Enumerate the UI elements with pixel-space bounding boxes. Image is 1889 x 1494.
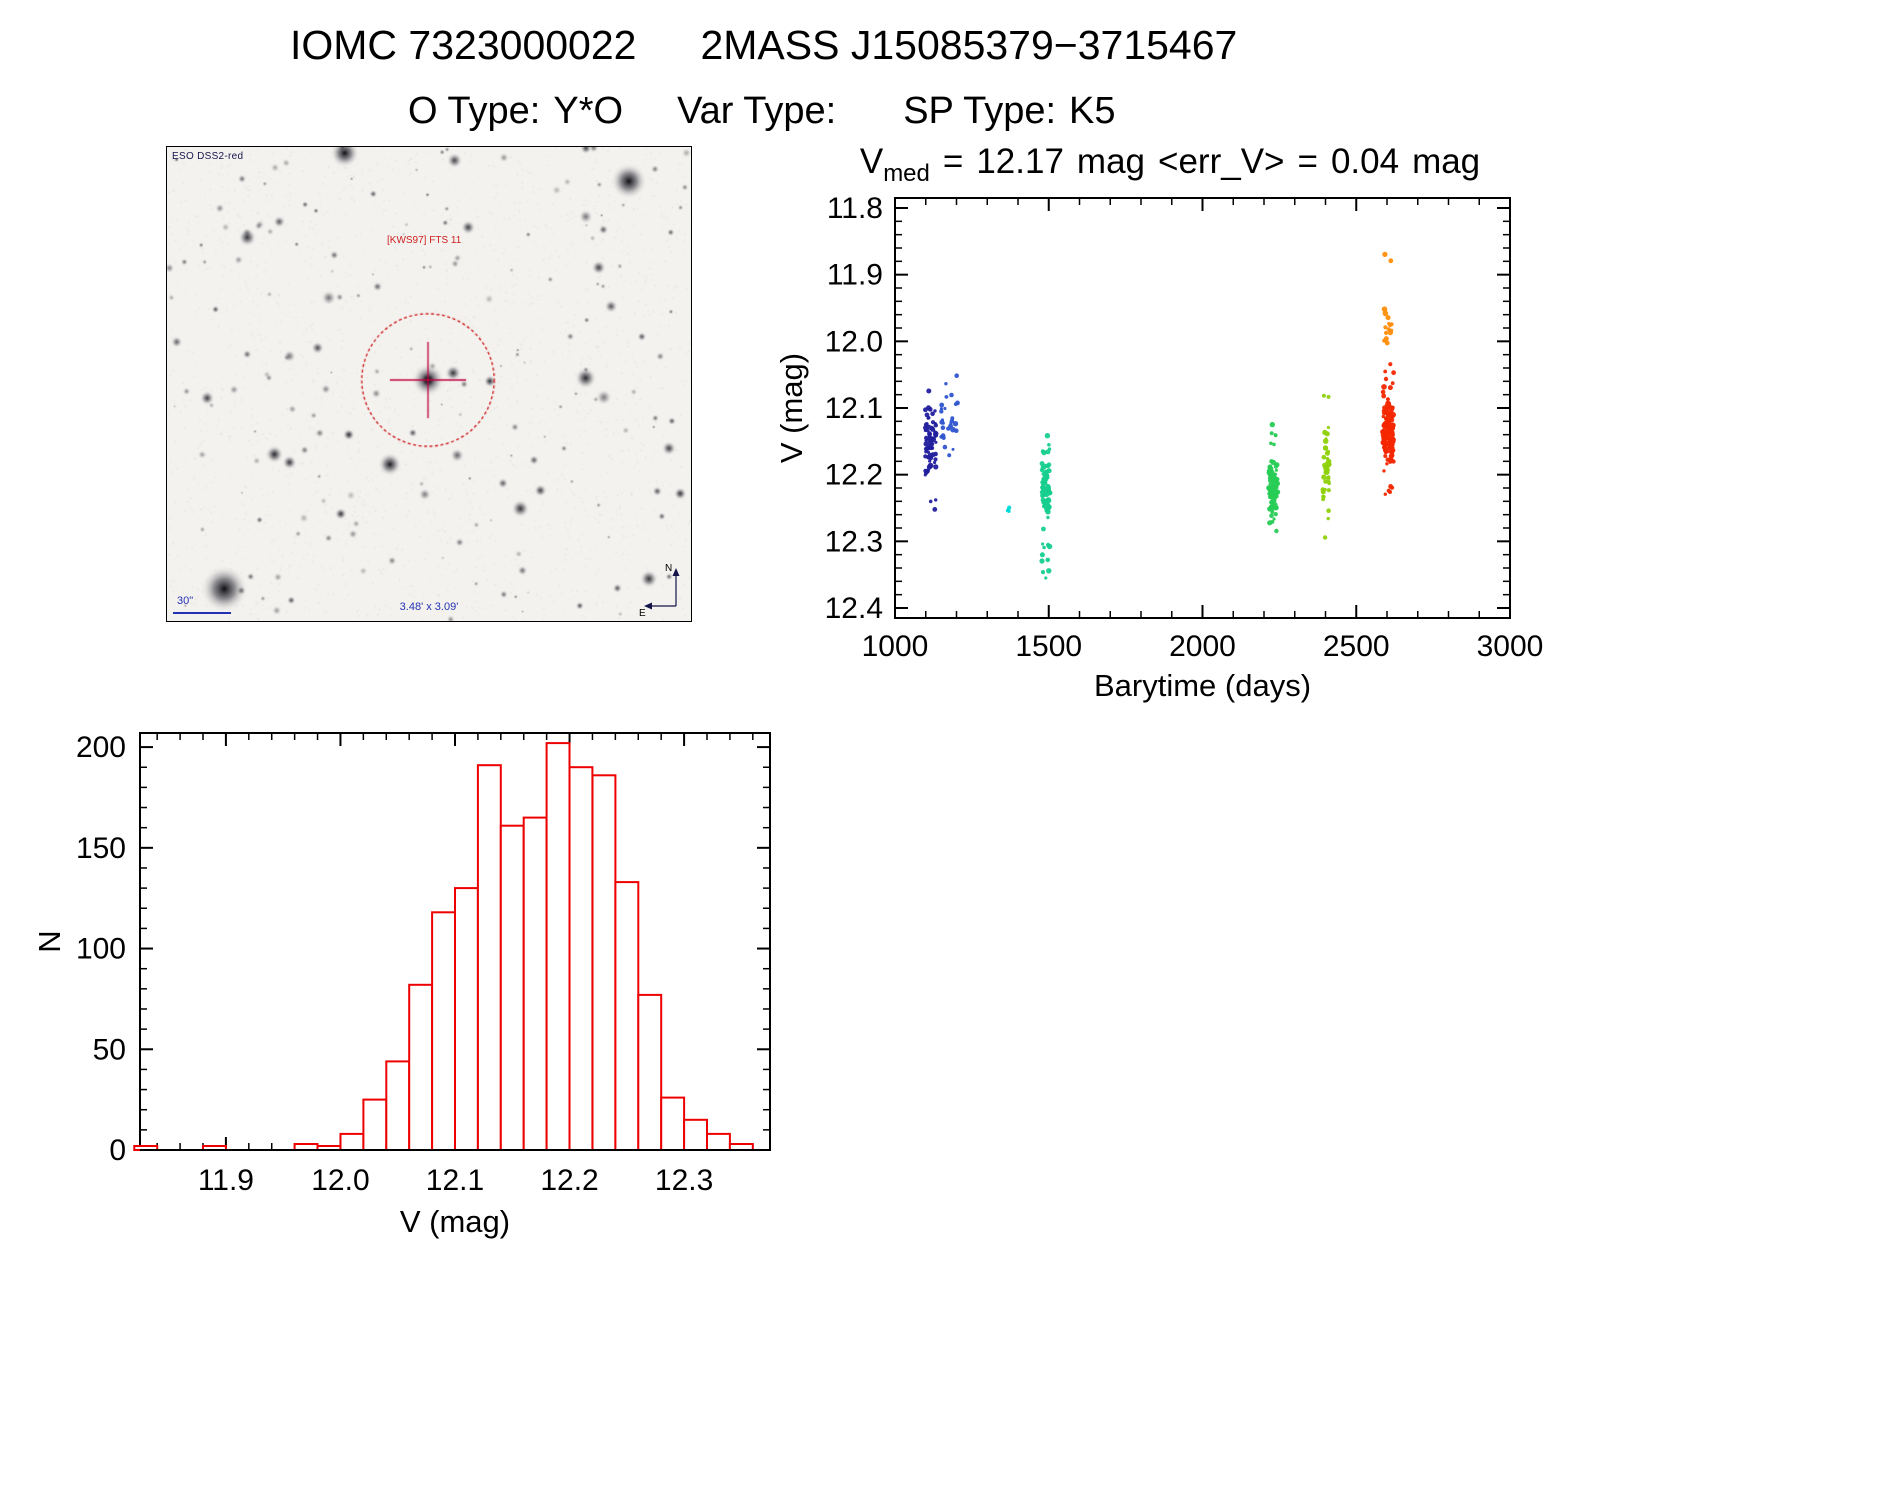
err-value: 0.04 [1330,142,1400,181]
histogram-plot: 11.9 12.0 12.1 12.2 12.3 0 50 100 150 200 V (mag) N [32,731,771,1239]
sp-type-value: K5 [1069,90,1116,132]
vmed-equals: = [942,142,964,181]
lightcurve-stats: Vmed = 12.17 mag <err_V> = 0.04 mag [770,142,1570,188]
x-tick-label: 12.0 [311,1164,369,1197]
vmed-value: 12.17 [976,142,1064,181]
y-tick-label: 12.4 [825,592,883,625]
y-tick-label: 12.1 [825,392,883,425]
vmed-unit: mag [1076,142,1146,181]
y-tick-label: 50 [93,1033,126,1066]
fov-label: 3.48' x 3.09' [399,601,459,613]
sp-type: SP Type: K5 [903,90,1115,133]
y-axis-title: V (mag) [774,353,809,463]
x-tick-label: 3000 [1477,630,1544,663]
page-subtitle: O Type: Y*O Var Type: SP Type: K5 [408,90,1116,133]
x-axis-title: Barytime (days) [1094,668,1311,703]
y-axis-title: N [32,930,67,952]
survey-label: ESO DSS2-red [172,151,244,162]
y-tick-label: 11.8 [827,192,883,225]
twomass-id: 2MASS J15085379−3715467 [700,22,1238,68]
lightcurve-points [923,251,1396,580]
finder-chart: ESO DSS2-red [KWS97] FTS 11 30" 3.48' x … [166,146,692,622]
compass-e-label: E [639,608,646,618]
object-type: O Type: Y*O [408,90,623,133]
page-title: IOMC 7323000022 2MASS J15085379−3715467 [290,22,1237,69]
lightcurve-axes: 1000 1500 2000 2500 3000 11.8 11.9 12.0 12.1 12.2… [825,192,1544,663]
x-tick-label: 2000 [1169,630,1236,663]
compass-east-arrow [644,602,652,610]
iomc-id: IOMC 7323000022 [290,22,637,68]
y-tick-label: 12.3 [825,525,883,558]
histogram-bars [133,742,754,1152]
vmed-symbol: Vmed [859,142,930,187]
x-tick-label: 2500 [1323,630,1390,663]
y-tick-label: 100 [76,933,126,966]
x-tick-label: 12.2 [540,1164,598,1197]
sky-image [167,147,691,621]
compass-n-label: N [665,563,672,574]
lightcurve-plot: 1000 1500 2000 2500 3000 11.8 11.9 12.0 12.1 12.2… [774,192,1544,703]
x-tick-label: 1500 [1015,630,1082,663]
object-type-label: O Type: [408,90,541,132]
object-type-value: Y*O [553,90,624,132]
histogram-axes: 11.9 12.0 12.1 12.2 12.3 0 50 100 150 200 [76,731,771,1197]
y-tick-label: 200 [76,731,126,764]
x-tick-label: 1000 [862,630,929,663]
y-tick-label: 12.2 [825,459,883,492]
x-tick-label: 12.3 [655,1164,713,1197]
y-tick-label: 0 [109,1134,126,1167]
err-equals: = [1297,142,1318,181]
scale-bar [173,612,231,614]
err-unit: mag [1412,142,1481,181]
x-tick-label: 12.1 [426,1164,484,1197]
y-tick-label: 11.9 [827,259,883,292]
compass-icon: N E [639,563,680,618]
sp-type-label: SP Type: [903,90,1057,132]
target-label: [KWS97] FTS 11 [387,235,462,246]
y-tick-label: 12.0 [825,325,883,358]
var-type: Var Type: [677,90,849,133]
y-tick-label: 150 [76,832,126,865]
err-label: <err_V> [1158,142,1285,181]
var-type-label: Var Type: [677,90,837,132]
compass-north-arrow [672,568,680,576]
x-tick-label: 11.9 [198,1164,254,1197]
scale-bar-label: 30" [177,595,194,607]
x-axis-title: V (mag) [400,1204,510,1239]
